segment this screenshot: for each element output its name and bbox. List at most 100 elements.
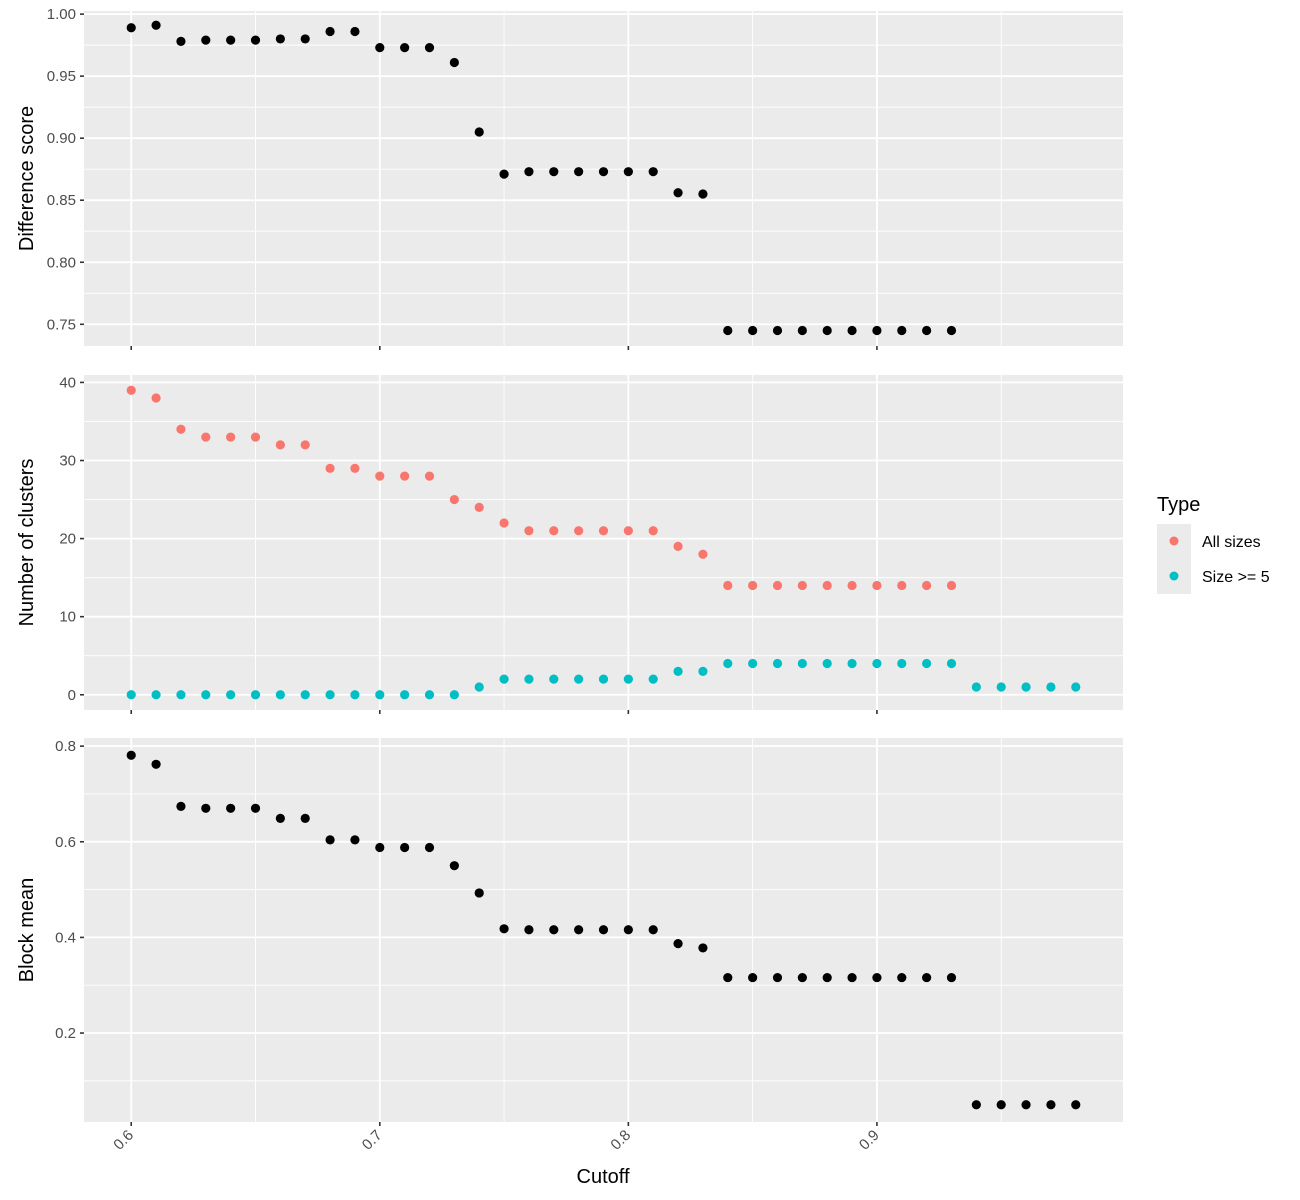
- data-point: [549, 925, 559, 935]
- y-tick-label: 0: [68, 687, 76, 704]
- data-point: [847, 658, 857, 669]
- data-point: [598, 925, 609, 935]
- data-point: [350, 690, 360, 700]
- data-point: [400, 842, 410, 853]
- data-point: [474, 127, 484, 137]
- data-point: [549, 674, 559, 684]
- data-point: [250, 35, 261, 45]
- data-point: [524, 925, 534, 935]
- data-point: [126, 750, 136, 760]
- data-point: [574, 167, 584, 177]
- data-point: [300, 440, 310, 450]
- data-point: [748, 658, 758, 669]
- data-point: [946, 580, 957, 591]
- data-point: [201, 432, 211, 442]
- data-point: [872, 658, 882, 669]
- data-point: [922, 325, 932, 336]
- y-axis-title: Number of clusters: [16, 459, 38, 627]
- data-point: [524, 167, 534, 177]
- data-point: [797, 972, 807, 983]
- series-all-sizes: [126, 385, 957, 591]
- x-tick-label: 0.8: [607, 1127, 634, 1154]
- data-point: [325, 690, 335, 700]
- panel-background: [84, 375, 1123, 710]
- data-point: [176, 36, 186, 46]
- data-point: [201, 35, 211, 45]
- data-point: [275, 690, 285, 700]
- data-point: [474, 682, 484, 692]
- data-point: [449, 494, 459, 505]
- data-point: [772, 580, 783, 591]
- data-point: [673, 666, 683, 676]
- data-point: [897, 580, 907, 591]
- legend-label-all-sizes: All sizes: [1202, 534, 1261, 551]
- data-point: [176, 801, 186, 811]
- data-point: [698, 549, 708, 559]
- data-point: [648, 925, 658, 935]
- data-point: [822, 658, 832, 669]
- data-point: [250, 803, 261, 813]
- data-point: [748, 325, 758, 336]
- data-point: [400, 471, 410, 481]
- data-point: [822, 325, 832, 336]
- data-point: [772, 972, 783, 983]
- data-point: [673, 188, 683, 198]
- y-tick-label: 0.85: [47, 192, 76, 209]
- data-point: [772, 325, 783, 336]
- data-point: [847, 325, 857, 336]
- data-point: [400, 690, 410, 700]
- data-point: [300, 34, 310, 44]
- x-axis-title: Cutoff: [577, 1166, 630, 1188]
- data-point: [996, 682, 1006, 692]
- data-point: [350, 835, 360, 845]
- data-point: [151, 393, 161, 403]
- data-point: [872, 580, 882, 591]
- data-point: [375, 690, 385, 700]
- data-point: [375, 43, 385, 53]
- data-point: [897, 658, 907, 669]
- data-point: [623, 526, 633, 536]
- data-point: [971, 1100, 981, 1110]
- data-point: [126, 690, 136, 700]
- data-point: [499, 518, 509, 528]
- data-point: [275, 34, 285, 44]
- data-point: [449, 57, 459, 68]
- data-point: [350, 463, 360, 473]
- data-point: [325, 463, 335, 473]
- data-point: [673, 541, 683, 552]
- data-point: [325, 835, 335, 845]
- data-point: [499, 924, 509, 934]
- data-point: [872, 972, 882, 983]
- y-tick-label: 0.75: [47, 316, 76, 333]
- data-point: [226, 803, 236, 813]
- legend-key-background: [1157, 524, 1191, 594]
- legend-key-all-sizes: [1169, 536, 1179, 546]
- y-tick-label: 10: [59, 609, 76, 626]
- data-point: [375, 842, 385, 853]
- data-point: [623, 674, 633, 684]
- x-tick-label: 0.7: [359, 1127, 386, 1154]
- y-tick-label: 0.4: [55, 929, 76, 946]
- data-point: [1071, 1100, 1081, 1110]
- legend-title: Type: [1157, 494, 1200, 516]
- data-point: [1071, 682, 1081, 692]
- data-point: [250, 432, 261, 442]
- data-point: [822, 580, 832, 591]
- data-point: [723, 325, 733, 336]
- data-point: [598, 674, 609, 684]
- legend-label-size-5: Size >= 5: [1202, 569, 1270, 586]
- data-point: [946, 325, 957, 336]
- data-point: [847, 972, 857, 983]
- y-tick-label: 1.00: [47, 6, 76, 23]
- data-point: [126, 385, 136, 395]
- data-point: [375, 471, 385, 481]
- data-point: [748, 972, 758, 983]
- data-point: [723, 658, 733, 669]
- data-point: [648, 526, 658, 536]
- data-point: [226, 35, 236, 45]
- legend: Type All sizes Size >= 5: [1157, 494, 1270, 594]
- data-point: [971, 682, 981, 692]
- data-point: [922, 658, 932, 669]
- y-tick-label: 0.95: [47, 68, 76, 85]
